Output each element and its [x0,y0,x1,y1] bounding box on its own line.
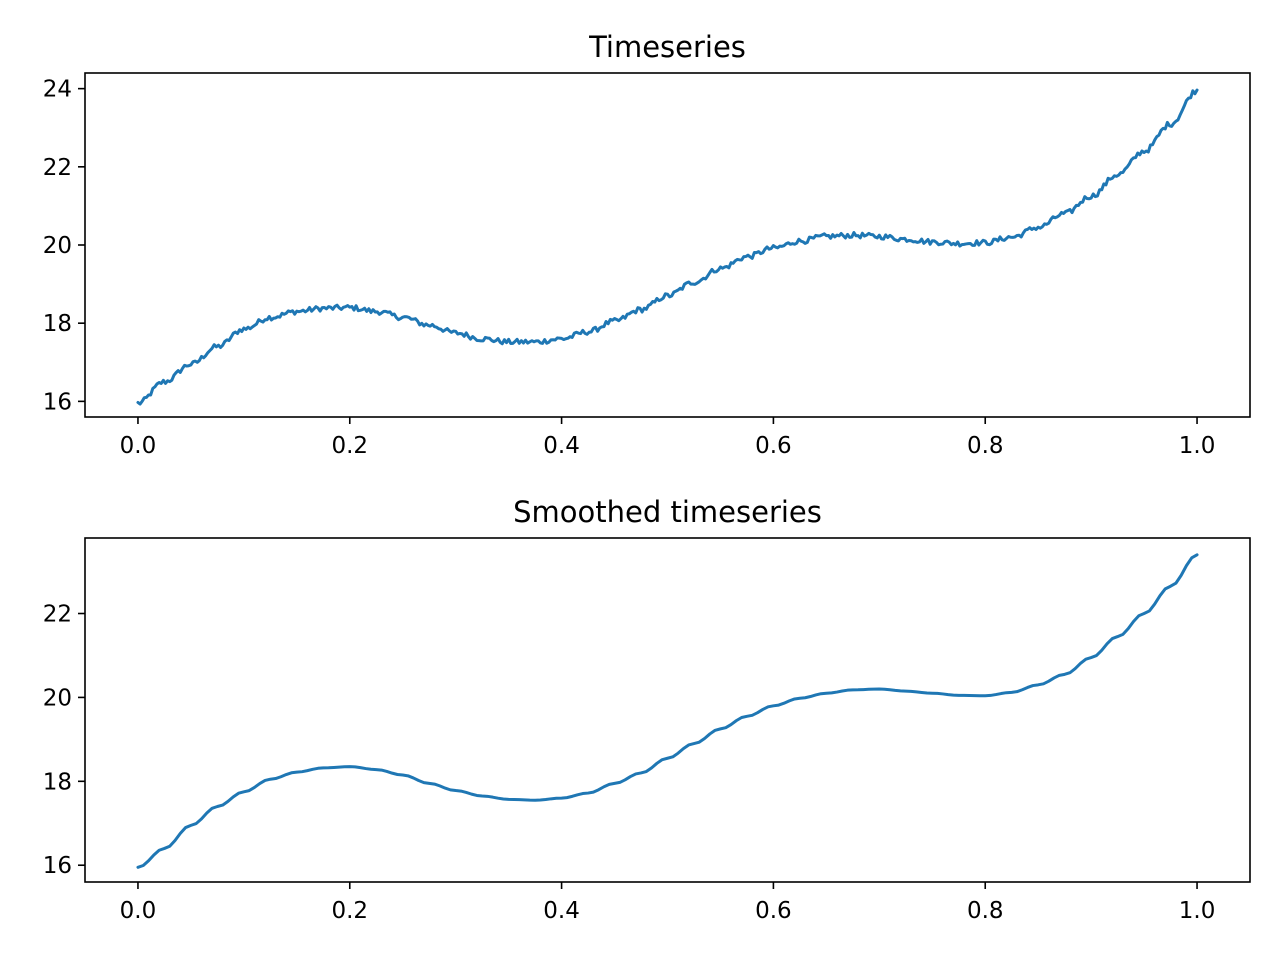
y-tick-label: 16 [43,853,72,879]
x-tick-label: 0.4 [543,898,580,924]
y-tick-label: 20 [43,685,72,711]
x-tick-label: 0.2 [331,433,368,459]
subplot-1: Timeseries 0.0 0.2 0.4 0.6 0.8 1.0 16 18 20 22 24 [43,30,1251,459]
x-tick-label: 0.0 [120,433,157,459]
x-tick-label: 0.0 [120,898,157,924]
x-tick-label: 1.0 [1179,433,1216,459]
y-tick-label: 16 [43,389,72,415]
y-tick-label: 20 [43,233,72,259]
y-tick-label: 22 [43,602,72,628]
y-tick-label: 24 [43,77,72,103]
series-line [136,553,1199,869]
x-tick-label: 0.4 [543,433,580,459]
subplot-title: Smoothed timeseries [513,495,822,529]
x-tick-label: 1.0 [1179,898,1216,924]
series-line [136,88,1199,406]
y-tick-label: 18 [43,311,72,337]
plots-group: Timeseries 0.0 0.2 0.4 0.6 0.8 1.0 16 18 20 22 24 Sm… [43,30,1251,924]
y-tick-label: 22 [43,155,72,181]
y-tick-label: 18 [43,769,72,795]
subplot-title: Timeseries [588,30,746,64]
subplot-2: Smoothed timeseries 0.0 0.2 0.4 0.6 0.8 1.0 16 1… [43,495,1251,924]
x-tick-label: 0.8 [967,898,1004,924]
x-tick-label: 0.6 [755,433,792,459]
x-tick-label: 0.6 [755,898,792,924]
axes-frame [84,537,1251,883]
x-tick-label: 0.2 [331,898,368,924]
x-tick-label: 0.8 [967,433,1004,459]
